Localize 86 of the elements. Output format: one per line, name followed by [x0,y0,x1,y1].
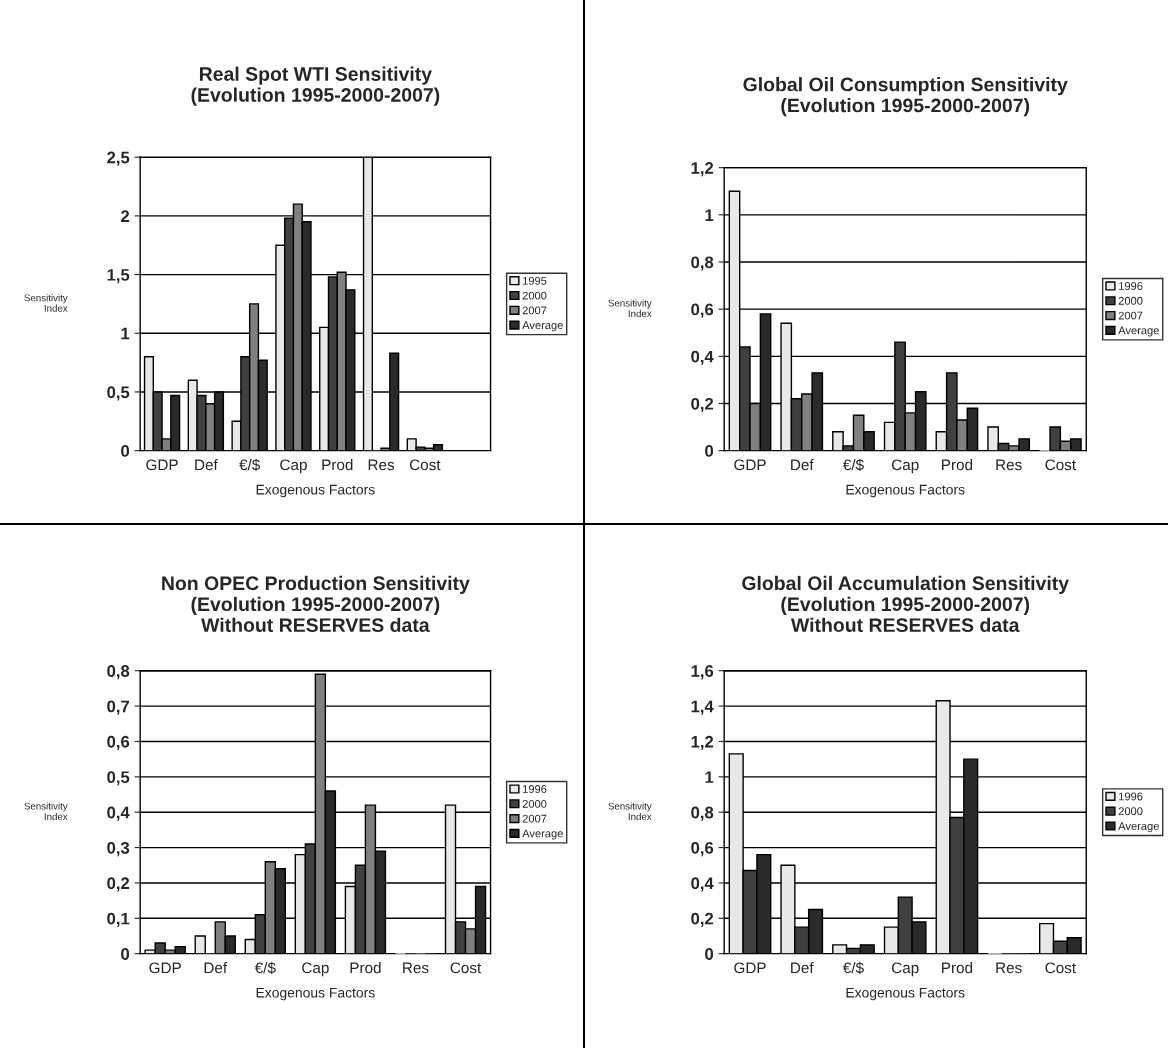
y-tick-label: 0 [121,445,130,457]
y-tick-label: 1 [705,771,714,783]
legend-label: 1996 [523,785,547,793]
y-tick-label: 0,6 [107,735,130,751]
y-axis-title: Sensitivity Index [24,294,68,312]
legend-label: 1996 [1119,792,1143,801]
legend-label: Average [1118,326,1159,337]
x-tick-label: Res [403,962,429,974]
y-tick-label: 0,2 [107,877,130,892]
x-tick-label: Prod [942,458,973,471]
legend-label: 2000 [1118,296,1143,305]
x-axis-title: Exogenous Factors [256,484,375,498]
y-tick-label: 0 [121,948,130,960]
x-tick-label: Cost [409,459,441,471]
y-tick-label: 1,4 [691,700,714,715]
x-tick-label: Cost [1045,459,1076,471]
y-tick-label: 0,1 [107,912,130,927]
y-tick-label: 1,5 [107,269,130,284]
x-tick-label: €/$ [842,458,864,472]
x-tick-label: Def [791,962,814,974]
legend-label: 2007 [1118,311,1143,320]
y-tick-label: 2,5 [107,151,130,166]
y-tick-label: 0,2 [691,397,714,413]
x-tick-label: Def [204,962,228,974]
y-tick-label: 0,7 [107,700,130,715]
x-tick-label: Prod [322,458,353,471]
legend-label: 1995 [523,276,547,285]
legend-label: Average [522,829,563,840]
y-tick-label: 0,6 [691,841,714,857]
y-tick-label: 0,8 [107,665,130,680]
chart-title: Global Oil Consumption Sensitivity (Evolution 1995-2000-2007) [743,77,1068,117]
legend-label: 2000 [522,799,547,808]
y-tick-label: 1,6 [691,665,714,680]
y-tick-label: 0,4 [691,350,714,365]
x-tick-label: Cost [1045,962,1076,974]
y-tick-label: 1 [705,209,714,221]
y-tick-label: 0,8 [691,256,714,271]
y-tick-label: 0 [705,948,714,960]
chart-title: Non OPEC Production Sensitivity (Evolution 1995-2000-2007) Without RESERVES data [162,575,470,633]
y-tick-label: 0,5 [107,386,130,401]
x-tick-label: Def [791,458,814,471]
x-tick-label: GDP [146,459,178,471]
y-axis-title: Sensitivity Index [24,802,68,821]
x-tick-label: GDP [734,459,766,471]
x-tick-label: Cap [891,962,919,977]
x-axis-title: Exogenous Factors [846,987,965,1001]
legend-label: Average [522,321,563,332]
x-tick-label: Prod [350,962,381,974]
chart-title: Global Oil Accumulation Sensitivity (Evolution 1995-2000-2007) Without RESERVES data [742,575,1069,633]
y-tick-label: 0,5 [107,771,130,786]
legend-label: 2007 [522,306,547,315]
y-axis-title: Sensitivity Index [608,802,652,821]
x-tick-label: GDP [734,962,766,974]
y-tick-label: 1,2 [691,162,714,177]
y-tick-label: 1 [121,327,130,340]
y-tick-label: 1,2 [691,735,714,751]
y-tick-label: 0,8 [691,806,714,821]
x-tick-label: Def [195,458,218,471]
x-tick-label: €/$ [239,458,261,472]
y-tick-label: 2 [121,210,130,222]
legend-label: 2000 [522,291,547,300]
x-tick-label: Cost [450,962,482,974]
legend-label: 1996 [1119,282,1143,290]
y-tick-label: 0 [705,445,714,457]
x-tick-label: Cap [302,962,329,977]
y-axis-title: Sensitivity Index [608,299,652,318]
x-tick-label: Res [996,459,1022,471]
x-tick-label: €/$ [842,961,864,975]
x-tick-label: Res [996,962,1022,974]
legend-label: Average [1118,822,1159,833]
x-axis-title: Exogenous Factors [846,484,965,498]
x-tick-label: Cap [280,459,307,474]
y-tick-label: 0,2 [691,912,714,927]
legend-label: 2000 [1118,807,1143,816]
x-tick-label: Cap [891,459,919,474]
x-tick-label: GDP [149,962,181,974]
y-tick-label: 0,3 [107,841,130,857]
x-tick-label: Res [368,459,395,471]
chart-title: Real Spot WTI Sensitivity (Evolution 1995-2000-2007) [191,66,440,106]
y-tick-label: 0,6 [691,303,714,318]
y-tick-label: 0,4 [691,877,714,892]
x-axis-title: Exogenous Factors [256,987,375,1001]
x-tick-label: Prod [942,962,973,974]
x-tick-label: €/$ [254,961,276,975]
y-tick-label: 0,4 [107,806,130,821]
legend-label: 2007 [522,814,547,823]
